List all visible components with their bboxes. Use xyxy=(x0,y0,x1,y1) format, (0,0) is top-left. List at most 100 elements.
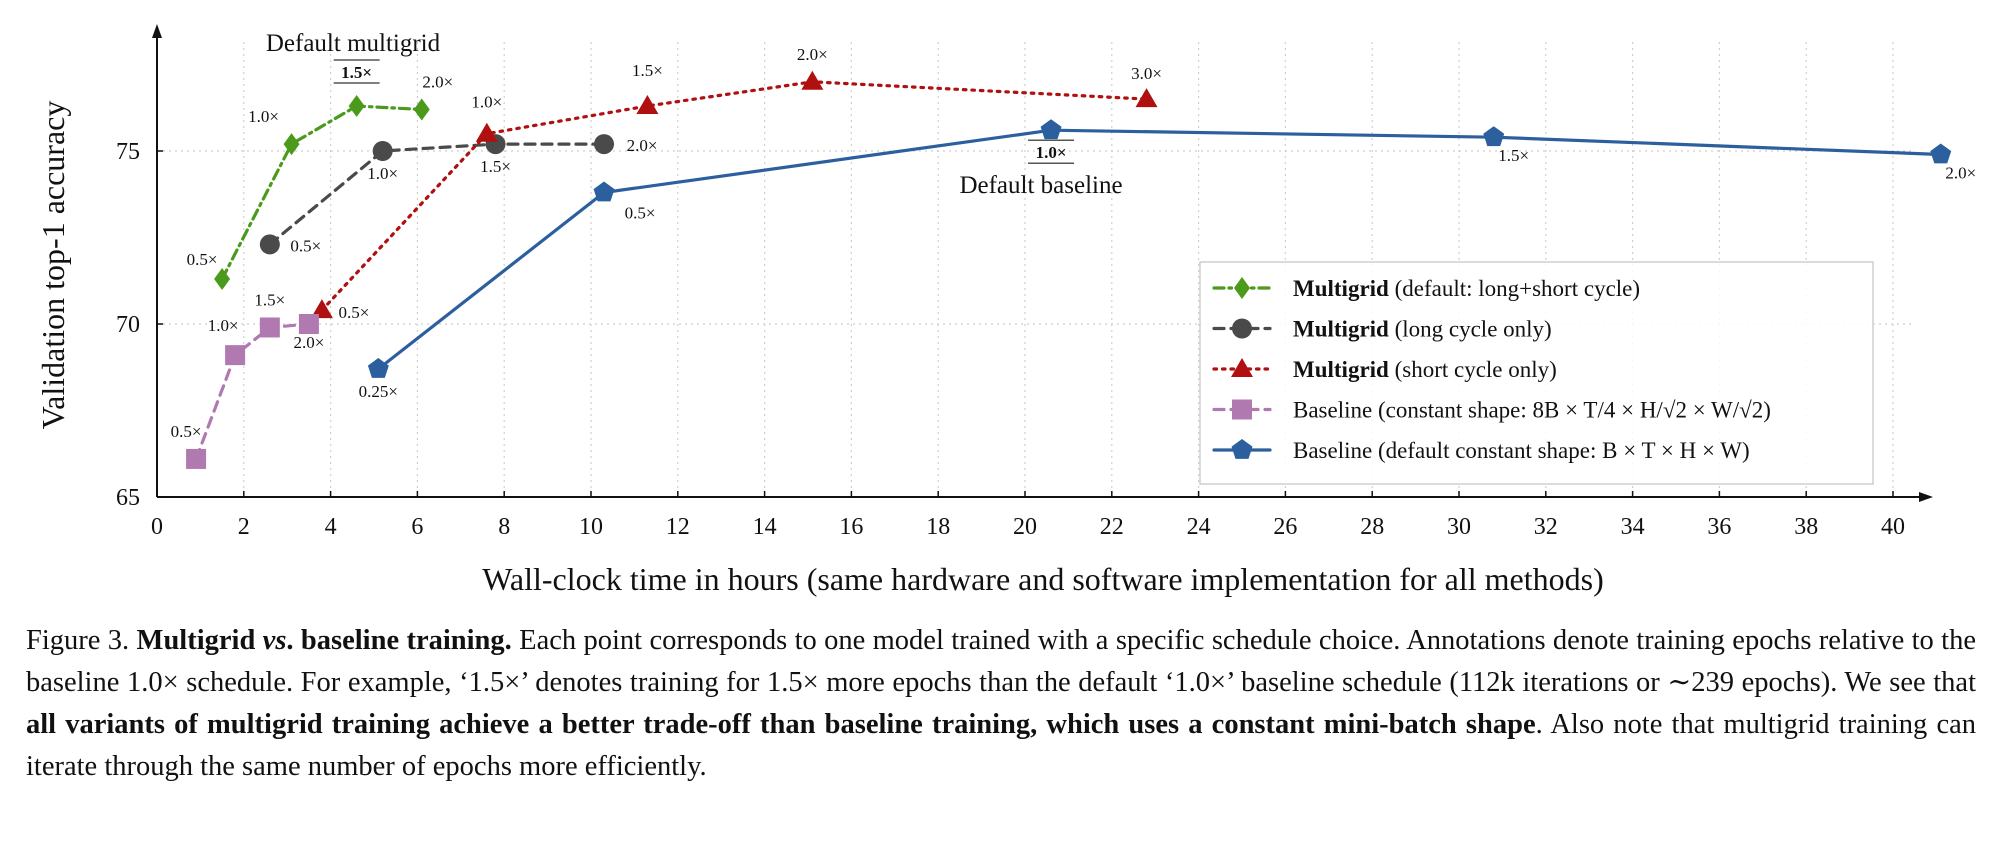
point-label: 2.0× xyxy=(797,45,828,64)
data-point xyxy=(636,95,659,115)
point-label: 1.0× xyxy=(367,164,398,183)
data-point xyxy=(283,133,300,156)
x-tick-label: 38 xyxy=(1794,514,1818,540)
legend-label-2: Multigrid (short cycle only) xyxy=(1293,357,1557,382)
legend-marker-4 xyxy=(1231,439,1253,459)
caption-text-2: . Also note that multigrid training can … xyxy=(26,709,1976,782)
x-tick-label: 40 xyxy=(1881,514,1905,540)
data-point xyxy=(214,268,231,291)
x-tick-label: 10 xyxy=(579,514,603,540)
point-label: 1.5× xyxy=(632,61,663,80)
point-label: 0.25× xyxy=(359,382,398,401)
series-line xyxy=(320,80,1149,312)
legend-label-3: Baseline (constant shape: 8B × T/4 × H/√… xyxy=(1293,398,1771,423)
data-point xyxy=(1483,126,1505,147)
point-label: 0.5× xyxy=(625,204,656,223)
series-2: 0.5× 1.0× 1.5× 2.0× 3.0× xyxy=(310,45,1162,322)
legend-marker-1 xyxy=(1232,318,1252,339)
caption-prefix: Figure 3. xyxy=(26,625,137,656)
y-tick-label: 70 xyxy=(116,312,140,338)
point-label: 1.0× xyxy=(248,107,279,126)
point-label: 0.5× xyxy=(171,422,202,441)
data-point xyxy=(475,122,498,142)
x-tick-label: 18 xyxy=(926,514,950,540)
legend-marker-0 xyxy=(1234,277,1250,299)
caption-text-1: Each point corresponds to one model trai… xyxy=(26,625,1976,698)
series-1: 0.5× 1.0× 1.5× 2.0× xyxy=(259,134,658,255)
x-tick-label: 24 xyxy=(1187,514,1211,540)
tick-labels: 0 2 4 6 8 10 12 14 16 18 20 22 24 26 28 30 32 34 36 38 40657… xyxy=(116,139,1905,540)
annotation-default-baseline: Default baseline xyxy=(959,172,1122,199)
x-tick-label: 32 xyxy=(1534,514,1558,540)
point-label: 0.5× xyxy=(187,250,218,269)
point-label: 2.0× xyxy=(1945,163,1976,182)
series-line xyxy=(268,142,606,246)
x-tick-label: 12 xyxy=(666,514,690,540)
series-line xyxy=(194,322,311,461)
y-tick-label: 75 xyxy=(116,139,140,165)
series-4: 0.25× 0.5× 1.0× 1.5× 2.0× xyxy=(359,119,1976,401)
point-label: 0.5× xyxy=(338,303,369,322)
y-axis-arrow xyxy=(152,24,162,38)
data-point xyxy=(259,234,280,255)
data-point xyxy=(298,314,319,334)
series-0: 0.5× 1.0× 1.5× 2.0× xyxy=(187,59,453,291)
point-label: 2.0× xyxy=(422,72,453,91)
x-tick-label: 34 xyxy=(1621,514,1645,540)
x-tick-label: 4 xyxy=(325,514,337,540)
y-tick-label: 65 xyxy=(116,485,140,511)
point-label: 2.0× xyxy=(627,136,658,155)
chart: 0 2 4 6 8 10 12 14 16 18 20 22 24 26 28 30 32 34 36 38 40657… xyxy=(35,24,1976,597)
data-point xyxy=(186,448,207,469)
legend-marker-2 xyxy=(1231,358,1253,377)
point-label: 0.5× xyxy=(290,236,321,255)
x-tick-label: 22 xyxy=(1100,514,1124,540)
x-tick-label: 26 xyxy=(1273,514,1297,540)
point-label: 1.5× xyxy=(341,63,372,82)
data-point xyxy=(225,345,246,366)
chart-annotations: Default multigrid Default baseline xyxy=(266,30,1123,199)
data-point xyxy=(1040,119,1062,140)
x-tick-label: 30 xyxy=(1447,514,1471,540)
point-label: 1.0× xyxy=(208,316,239,335)
x-tick-label: 20 xyxy=(1013,514,1037,540)
data-point xyxy=(367,358,389,378)
data-point xyxy=(348,95,365,118)
x-tick-label: 0 xyxy=(151,514,163,540)
x-tick-label: 14 xyxy=(753,514,777,540)
legend-box xyxy=(1199,261,1874,485)
point-label: 1.0× xyxy=(1036,143,1067,162)
data-point xyxy=(259,317,280,338)
x-tick-label: 6 xyxy=(411,514,423,540)
data-point xyxy=(413,98,430,121)
y-axis-label: Validation top-1 accuracy xyxy=(35,101,71,430)
data-point xyxy=(801,70,824,90)
point-label: 1.5× xyxy=(1498,146,1529,165)
x-tick-label: 2 xyxy=(238,514,250,540)
legend-label-0: Multigrid (default: long+short cycle) xyxy=(1293,276,1640,301)
data-point xyxy=(594,134,615,155)
series-line xyxy=(220,104,424,281)
x-tick-label: 8 xyxy=(498,514,510,540)
x-tick-label: 36 xyxy=(1707,514,1731,540)
point-label: 3.0× xyxy=(1131,64,1162,83)
point-label: 1.5× xyxy=(254,290,285,309)
data-point xyxy=(1930,143,1952,164)
caption-title: Multigrid vs. baseline training. xyxy=(136,625,512,656)
series-3: 0.5× 1.0× 1.5× 2.0× xyxy=(171,290,324,469)
x-axis-label: Wall-clock time in hours (same hardware … xyxy=(482,561,1604,597)
legend-label-1: Multigrid (long cycle only) xyxy=(1293,317,1552,342)
legend: Multigrid (default: long+short cycle) Mul… xyxy=(1199,261,1874,485)
legend-label-4: Baseline (default constant shape: B × T … xyxy=(1293,438,1750,463)
data-point xyxy=(593,181,615,202)
x-tick-label: 28 xyxy=(1360,514,1384,540)
point-label: 2.0× xyxy=(293,333,324,352)
point-label: 1.5× xyxy=(480,157,511,176)
x-axis-arrow xyxy=(1919,492,1933,502)
point-label: 1.0× xyxy=(471,93,502,112)
data-point xyxy=(310,299,333,319)
series-layer: 0.5× 1.0× 1.5× 2.0× 0.5× 1.0× 1.5× 2.0× 0.5× 1.0×… xyxy=(171,45,1976,469)
x-tick-label: 16 xyxy=(839,514,863,540)
data-point xyxy=(1135,88,1158,108)
axes xyxy=(152,24,1933,502)
